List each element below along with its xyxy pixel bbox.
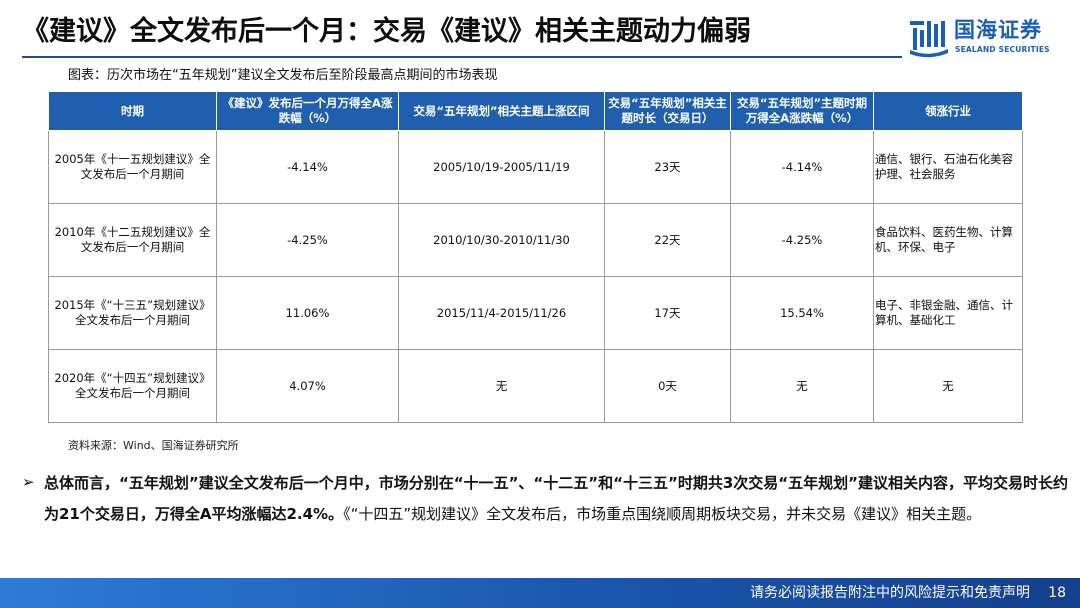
- table-row: 2010年《十二五规划建议》全文发布后一个月期间 -4.25% 2010/10/…: [48, 203, 1023, 277]
- footer-bar: 请务必阅读报告附注中的风险提示和免责声明 18: [0, 578, 1080, 608]
- cell-theme-range: 无: [398, 349, 605, 423]
- header-theme-duration: 交易“五年规划”相关主题时长（交易日）: [604, 91, 731, 131]
- cell-month-change: -4.14%: [216, 130, 399, 204]
- title-divider: [22, 56, 902, 58]
- logo-name-cn: 国海证券: [954, 18, 1042, 42]
- summary-normal-text: 《“十四五”规划建议》全文发布后，市场重点围绕顺周期板块交易，并未交易《建议》相…: [343, 505, 982, 523]
- cell-theme-change: 无: [730, 349, 874, 423]
- table-row: 2005年《十一五规划建议》全文发布后一个月期间 -4.14% 2005/10/…: [48, 130, 1023, 204]
- arrow-bullet-icon: ➢: [22, 473, 35, 491]
- cell-leading-sectors: 电子、非银金融、通信、计算机、基础化工: [873, 276, 1023, 350]
- cell-month-change: 4.07%: [216, 349, 399, 423]
- summary-paragraph: ➢ 总体而言，“五年规划”建议全文发布后一个月中，市场分别在“十一五”、“十二五…: [22, 468, 1072, 530]
- cell-theme-duration: 0天: [604, 349, 731, 423]
- footer-disclaimer: 请务必阅读报告附注中的风险提示和免责声明: [750, 585, 1030, 601]
- cell-theme-change: -4.25%: [730, 203, 874, 277]
- table-row: 2015年《“十三五”规划建议》全文发布后一个月期间 11.06% 2015/1…: [48, 276, 1023, 350]
- cell-theme-range: 2010/10/30-2010/11/30: [398, 203, 605, 277]
- cell-theme-change: -4.14%: [730, 130, 874, 204]
- table-row: 2020年《“十四五”规划建议》全文发布后一个月期间 4.07% 无 0天 无 …: [48, 349, 1023, 423]
- header-period: 时期: [48, 91, 217, 131]
- table-caption: 图表：历次市场在“五年规划”建议全文发布后至阶段最高点期间的市场表现: [68, 68, 498, 83]
- cell-period: 2010年《十二五规划建议》全文发布后一个月期间: [48, 203, 217, 277]
- cell-theme-duration: 23天: [604, 130, 731, 204]
- header-theme-range: 交易“五年规划”相关主题上涨区间: [398, 91, 605, 131]
- summary-bold-text: 总体而言，“五年规划”建议全文发布后一个月中，市场分别在“十一五”、“十二五”和…: [44, 474, 1069, 523]
- data-source-note: 资料来源：Wind、国海证券研究所: [68, 439, 239, 452]
- cell-theme-range: 2015/11/4-2015/11/26: [398, 276, 605, 350]
- cell-period: 2020年《“十四五”规划建议》全文发布后一个月期间: [48, 349, 217, 423]
- cell-leading-sectors: 无: [873, 349, 1023, 423]
- cell-month-change: 11.06%: [216, 276, 399, 350]
- cell-theme-change: 15.54%: [730, 276, 874, 350]
- logo-name-en: SEALAND SECURITIES: [955, 45, 1050, 54]
- header-theme-change: 交易“五年规划”主题时期万得全A涨跌幅（%）: [730, 91, 874, 131]
- header-leading-sectors: 领涨行业: [873, 91, 1023, 131]
- cell-theme-range: 2005/10/19-2005/11/19: [398, 130, 605, 204]
- cell-leading-sectors: 通信、银行、石油石化美容护理、社会服务: [873, 130, 1023, 204]
- page-number: 18: [1048, 585, 1066, 601]
- company-logo: 国海证券 SEALAND SECURITIES: [908, 16, 1068, 60]
- header-month-change: 《建议》发布后一个月万得全A涨跌幅（%）: [216, 91, 399, 131]
- cell-period: 2005年《十一五规划建议》全文发布后一个月期间: [48, 130, 217, 204]
- cell-theme-duration: 22天: [604, 203, 731, 277]
- sealand-logo-icon: [910, 21, 948, 58]
- market-performance-table: 时期 《建议》发布后一个月万得全A涨跌幅（%） 交易“五年规划”相关主题上涨区间…: [48, 91, 1023, 423]
- cell-period: 2015年《“十三五”规划建议》全文发布后一个月期间: [48, 276, 217, 350]
- cell-leading-sectors: 食品饮料、医药生物、计算机、环保、电子: [873, 203, 1023, 277]
- cell-month-change: -4.25%: [216, 203, 399, 277]
- table-header-row: 时期 《建议》发布后一个月万得全A涨跌幅（%） 交易“五年规划”相关主题上涨区间…: [48, 91, 1023, 131]
- cell-theme-duration: 17天: [604, 276, 731, 350]
- page-title: 《建议》全文发布后一个月：交易《建议》相关主题动力偏弱: [22, 16, 751, 47]
